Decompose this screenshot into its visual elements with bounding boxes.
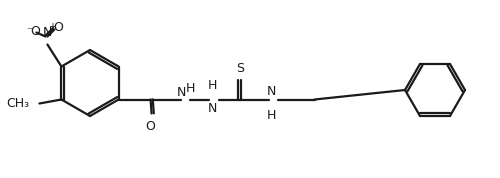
Text: N: N <box>267 85 276 98</box>
Text: N: N <box>208 101 218 114</box>
Text: N: N <box>42 25 52 38</box>
Text: O: O <box>146 119 156 132</box>
Text: H: H <box>208 78 218 91</box>
Text: S: S <box>236 62 244 75</box>
Text: H: H <box>267 109 276 122</box>
Text: N: N <box>177 85 186 98</box>
Text: +: + <box>48 22 56 33</box>
Text: O: O <box>54 21 64 34</box>
Text: ⁻: ⁻ <box>26 27 32 36</box>
Text: O: O <box>30 25 40 38</box>
Text: CH₃: CH₃ <box>6 97 30 110</box>
Text: H: H <box>186 82 195 95</box>
